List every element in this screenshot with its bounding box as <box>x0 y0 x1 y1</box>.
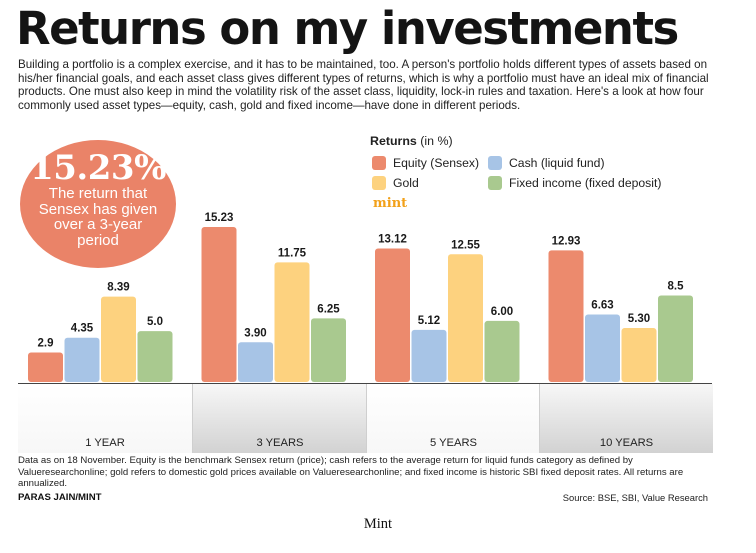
legend-title-label: Returns <box>370 134 417 148</box>
chart-legend: Returns (in %) Equity (Sensex) Cash (liq… <box>370 134 700 190</box>
data-label-cash-2: 3.90 <box>244 327 266 339</box>
bar-cash-1 <box>64 337 100 382</box>
bar-cash-4 <box>585 314 620 382</box>
legend-swatch-gold <box>372 176 386 190</box>
bar-gold-2 <box>274 262 310 382</box>
legend-label: Cash (liquid fund) <box>509 156 605 170</box>
data-label-gold-3: 12.55 <box>451 239 480 251</box>
category-label: 10 YEARS <box>599 437 654 449</box>
category-label: 1 YEAR <box>85 437 125 449</box>
credit: PARAS JAIN/MINT <box>18 492 102 503</box>
caption: Mint <box>363 516 393 532</box>
data-label-equity-4: 12.93 <box>552 235 581 247</box>
data-label-fixed-1: 5.0 <box>147 316 163 328</box>
legend-label: Gold <box>393 176 419 190</box>
period-band-10-years: 10 YEARS <box>539 384 713 453</box>
data-label-equity-3: 13.12 <box>378 233 407 245</box>
category-label: 3 YEARS <box>256 437 304 449</box>
period-bands: 1 YEAR 3 YEARS 5 YEARS 10 YEARS <box>18 384 713 453</box>
footnote: Data as on 18 November. Equity is the be… <box>18 455 684 490</box>
badge-value: 15.23% <box>30 148 166 188</box>
legend-item-fixed: Fixed income (fixed deposit) <box>488 176 661 190</box>
legend-item-cash: Cash (liquid fund) <box>488 156 605 170</box>
legend-title: Returns (in %) <box>370 134 700 148</box>
legend-title-unit: (in %) <box>420 134 453 148</box>
bar-equity-1 <box>28 352 63 382</box>
legend-label: Fixed income (fixed deposit) <box>509 176 662 190</box>
legend-label: Equity (Sensex) <box>393 156 480 170</box>
data-label-cash-1: 4.35 <box>71 323 94 335</box>
category-label: 5 YEARS <box>429 437 478 449</box>
mint-logo: mint <box>373 196 408 211</box>
period-band-1-year: 1 YEAR <box>18 384 192 453</box>
legend-swatch-fixed <box>488 176 502 190</box>
highlight-badge: 15.23% The return that Sensex has given … <box>20 140 176 268</box>
data-label-equity-2: 15.23 <box>205 212 234 224</box>
bar-gold-1 <box>101 296 136 382</box>
bar-cash-2 <box>238 342 273 382</box>
bar-fixed-3 <box>484 320 520 382</box>
data-label-cash-3: 5.12 <box>418 315 440 327</box>
bar-gold-4 <box>621 328 657 382</box>
bar-cash-3 <box>411 329 447 382</box>
bar-fixed-1 <box>137 331 173 382</box>
data-label-gold-2: 11.75 <box>278 247 307 259</box>
legend-item-equity: Equity (Sensex) <box>372 156 479 170</box>
bar-equity-4 <box>548 250 584 382</box>
data-label-gold-4: 5.30 <box>628 313 650 325</box>
legend-swatch-cash <box>488 156 502 170</box>
data-label-gold-1: 8.39 <box>107 282 129 294</box>
bar-equity-2 <box>201 227 237 382</box>
period-band-3-years: 3 YEARS <box>192 384 367 453</box>
source: Source: BSE, SBI, Value Research <box>562 492 708 503</box>
intro-paragraph: Building a portfolio is a complex exerci… <box>18 58 709 112</box>
bar-fixed-4 <box>658 295 693 382</box>
data-label-equity-1: 2.9 <box>38 337 54 349</box>
bar-gold-3 <box>448 254 483 382</box>
period-band-5-years: 5 YEARS <box>366 384 540 453</box>
data-label-fixed-4: 8.5 <box>668 280 685 292</box>
badge-text: The return that Sensex has given over a … <box>38 185 158 249</box>
bar-equity-3 <box>375 248 410 382</box>
data-label-cash-4: 6.63 <box>591 300 613 312</box>
page-title: Returns on my investments <box>16 2 679 55</box>
data-label-fixed-2: 6.25 <box>317 303 340 315</box>
legend-swatch-equity <box>372 156 386 170</box>
bar-fixed-2 <box>311 318 346 382</box>
data-label-fixed-3: 6.00 <box>491 306 513 318</box>
legend-item-gold: Gold <box>372 176 419 190</box>
